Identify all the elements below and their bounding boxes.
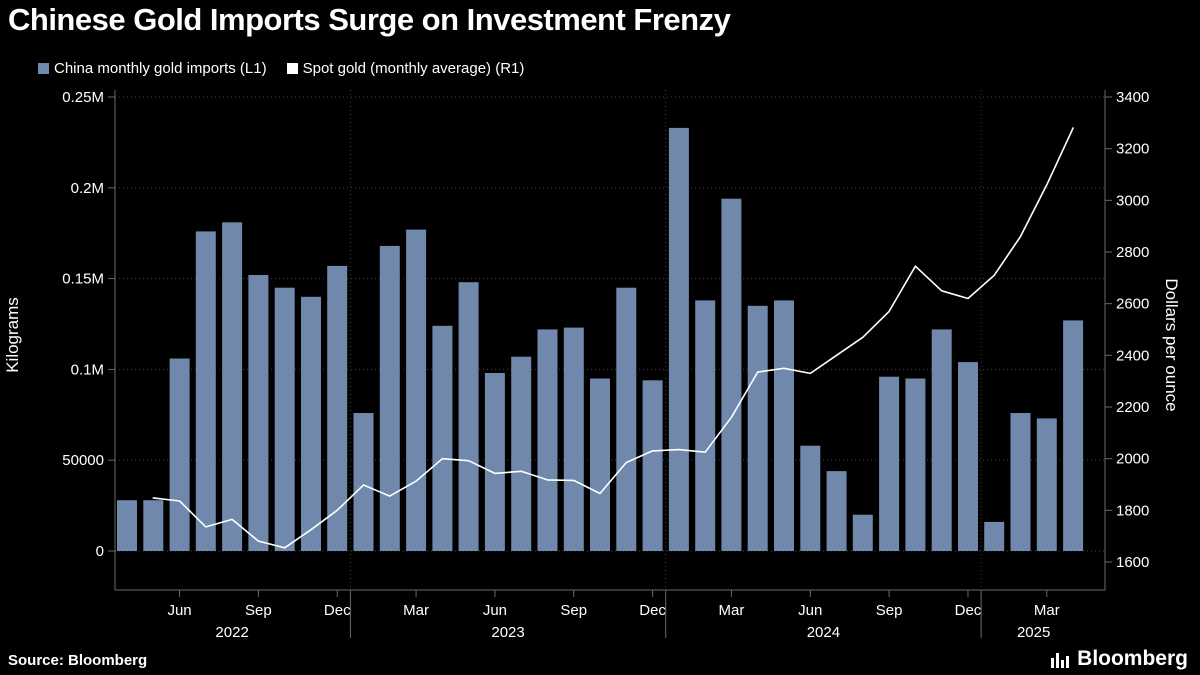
import-bar <box>274 287 295 551</box>
bloomberg-wordmark: Bloomberg <box>1077 647 1188 670</box>
import-bar <box>222 222 243 552</box>
left-axis-tick-label: 50000 <box>62 452 104 469</box>
gold-imports-chart-canvas: 0 50000 0.1M 0.15M 0.2M 0.25M 1600 1800 2000 2200… <box>3 89 1181 641</box>
month-tick-label: Jun <box>167 602 191 619</box>
year-label: 2024 <box>807 624 840 641</box>
import-bar <box>195 231 216 551</box>
import-bar <box>668 127 689 552</box>
month-tick-label: Sep <box>245 602 272 619</box>
right-axis-tick-label: 1600 <box>1116 554 1149 571</box>
bar-series-label: China monthly gold imports (L1) <box>54 60 267 77</box>
import-bar <box>852 514 873 551</box>
import-bar <box>117 500 137 551</box>
import-bar <box>484 373 505 551</box>
import-bar <box>721 198 742 551</box>
import-bar <box>616 287 637 551</box>
spot-gold-line <box>152 127 1074 549</box>
import-bar <box>406 229 427 551</box>
import-bar <box>905 378 926 551</box>
import-bar <box>169 358 190 551</box>
bloomberg-icon <box>1051 652 1070 668</box>
import-bar <box>301 296 321 551</box>
legend-item-imports: China monthly gold imports (L1) <box>38 60 267 77</box>
left-axis-tick-label: 0.15M <box>62 271 104 288</box>
bar-series-swatch-icon <box>38 63 49 74</box>
year-label: 2025 <box>1017 624 1050 641</box>
import-bar <box>774 300 794 551</box>
bloomberg-logo: Bloomberg <box>1050 647 1188 671</box>
import-bar <box>590 378 610 551</box>
import-bar <box>1063 320 1084 551</box>
legend-item-spot-gold: Spot gold (monthly average) (R1) <box>286 60 525 77</box>
chart-title: Chinese Gold Imports Surge on Investment… <box>8 2 731 37</box>
right-axis-tick-label: 3200 <box>1116 141 1149 158</box>
import-bar <box>931 329 952 551</box>
import-bar <box>695 300 716 551</box>
month-tick-label: Dec <box>639 602 666 619</box>
left-axis-tick-label: 0.1M <box>71 361 104 378</box>
import-bar <box>826 471 847 551</box>
import-bar <box>563 327 584 551</box>
chart-legend: China monthly gold imports (L1) Spot gol… <box>38 60 524 77</box>
import-bar <box>747 305 768 551</box>
import-bar <box>379 245 400 551</box>
month-tick-label: Jun <box>483 602 507 619</box>
import-bar <box>958 362 978 551</box>
left-axis-title: Kilograms <box>3 297 22 373</box>
month-tick-label: Sep <box>560 602 587 619</box>
month-tick-label: Mar <box>719 602 745 619</box>
line-series-label: Spot gold (monthly average) (R1) <box>302 60 525 77</box>
import-bar <box>1036 418 1057 551</box>
import-bar <box>458 282 479 551</box>
right-axis-tick-label: 3000 <box>1116 192 1149 209</box>
import-bar <box>327 265 348 551</box>
source-text: Source: Bloomberg <box>8 652 148 669</box>
import-bar <box>984 521 1005 551</box>
right-axis-tick-label: 2000 <box>1116 451 1149 468</box>
right-axis-tick-label: 1800 <box>1116 502 1149 519</box>
year-label: 2022 <box>215 624 248 641</box>
left-axis-tick-label: 0.2M <box>71 180 104 197</box>
import-bar <box>642 380 663 551</box>
import-bar <box>800 445 821 551</box>
right-axis-tick-label: 2800 <box>1116 244 1149 261</box>
import-bar <box>432 325 453 551</box>
import-bar <box>879 376 900 551</box>
month-tick-label: Dec <box>324 602 351 619</box>
line-series-swatch-icon <box>286 63 298 74</box>
month-tick-label: Dec <box>955 602 982 619</box>
import-bar <box>143 500 164 551</box>
year-label: 2023 <box>491 624 524 641</box>
import-bar <box>537 329 558 551</box>
right-axis-tick-label: 3400 <box>1116 89 1149 106</box>
right-axis-tick-label: 2400 <box>1116 347 1149 364</box>
import-bar <box>353 413 374 551</box>
import-bar <box>1010 413 1031 551</box>
left-axis-tick-label: 0.25M <box>62 89 104 106</box>
right-axis-title: Dollars per ounce <box>1162 278 1181 411</box>
month-tick-label: Mar <box>403 602 429 619</box>
month-tick-label: Jun <box>798 602 822 619</box>
right-axis-tick-label: 2200 <box>1116 399 1149 416</box>
month-tick-label: Sep <box>876 602 903 619</box>
month-tick-label: Mar <box>1034 602 1060 619</box>
import-bar <box>248 275 269 551</box>
left-axis-tick-label: 0 <box>96 543 104 560</box>
right-axis-tick-label: 2600 <box>1116 296 1149 313</box>
import-bar <box>511 356 532 551</box>
